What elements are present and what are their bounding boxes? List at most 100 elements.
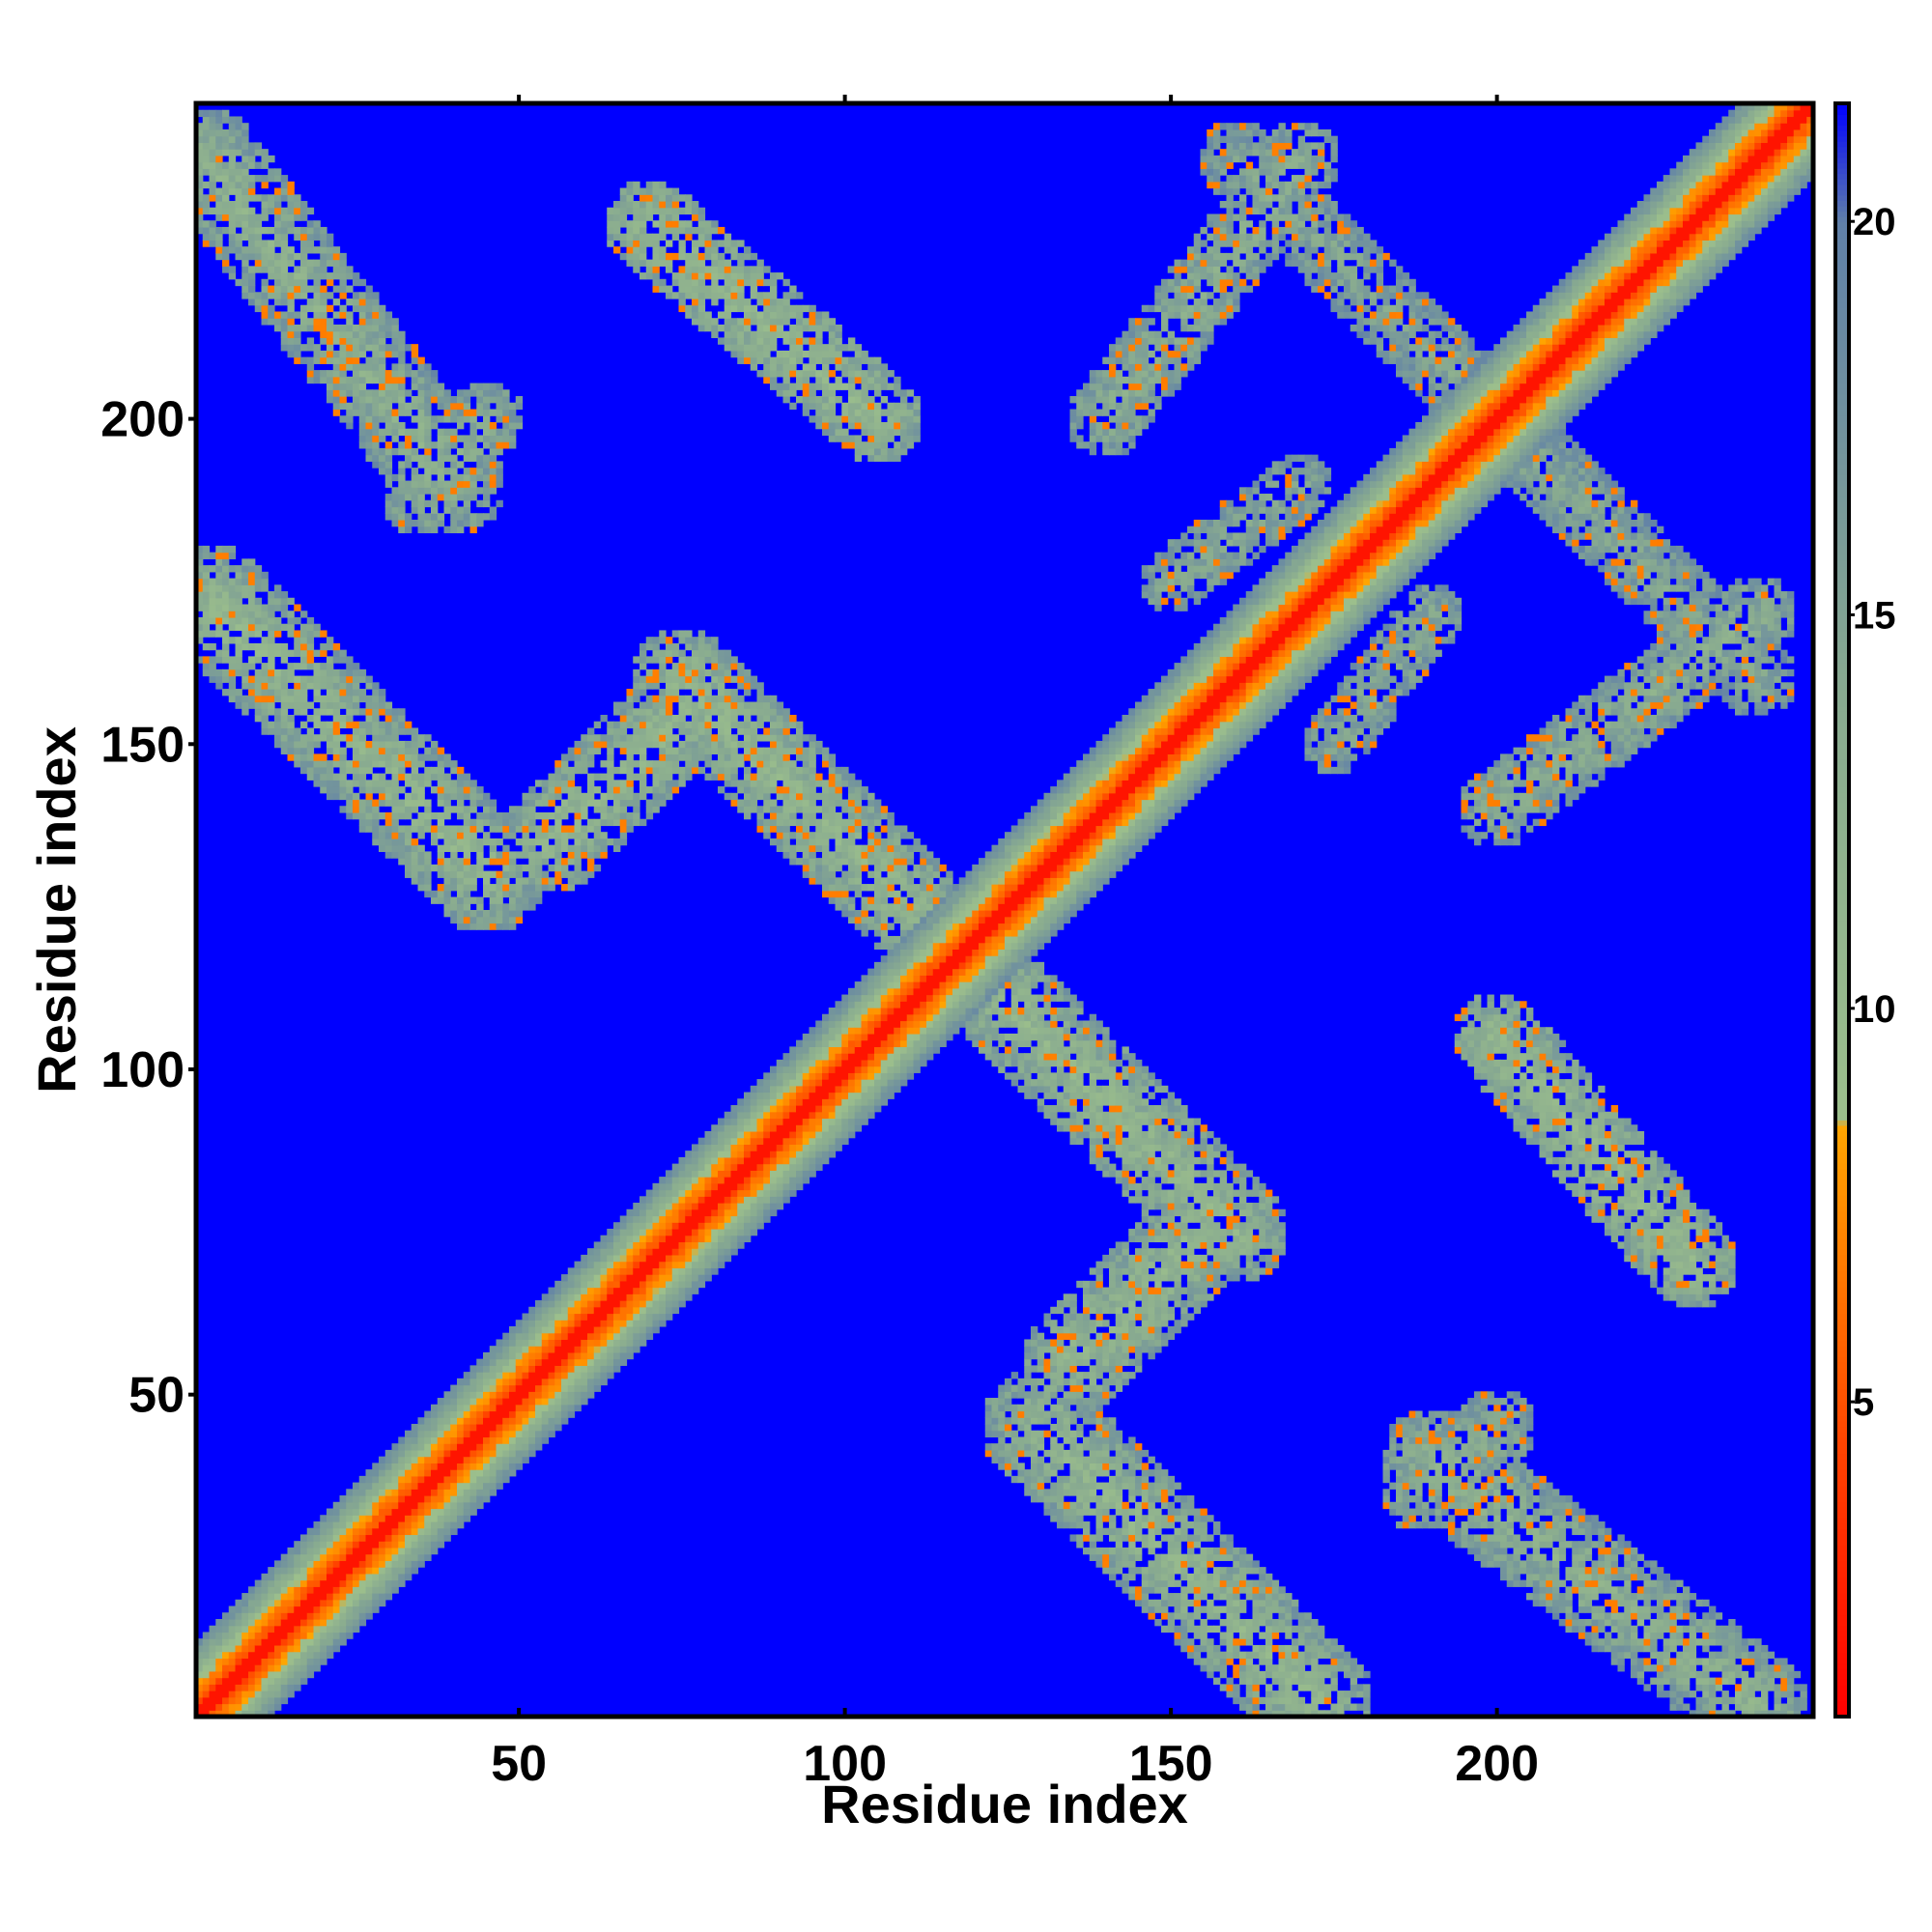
heatmap-cell	[294, 278, 301, 287]
heatmap-cell	[443, 1449, 451, 1458]
heatmap-cell	[287, 259, 295, 267]
heatmap-cell	[405, 838, 412, 846]
heatmap-cell	[744, 721, 752, 729]
heatmap-cell	[431, 415, 439, 423]
heatmap-cell	[469, 1398, 477, 1406]
heatmap-cell	[457, 1508, 465, 1516]
heatmap-cell	[697, 1151, 706, 1158]
heatmap-cell	[496, 447, 503, 456]
heatmap-cell	[261, 155, 269, 163]
heatmap-cell	[489, 1404, 497, 1412]
heatmap-cell	[365, 727, 373, 735]
heatmap-cell	[411, 499, 419, 508]
heatmap-cell	[248, 1651, 256, 1659]
heatmap-cell	[274, 682, 282, 690]
heatmap-cell	[633, 1339, 640, 1347]
heatmap-cell	[496, 1358, 503, 1366]
heatmap-cell	[645, 668, 654, 677]
heatmap-cell	[469, 806, 477, 813]
heatmap-cell	[332, 1612, 341, 1620]
heatmap-cell	[358, 1501, 367, 1510]
heatmap-cell	[476, 499, 484, 508]
heatmap-cell	[607, 780, 614, 787]
heatmap-cell	[489, 910, 497, 918]
heatmap-cell	[372, 773, 380, 781]
heatmap-cell	[659, 1203, 667, 1210]
heatmap-cell	[313, 259, 321, 267]
heatmap-cell	[535, 1300, 543, 1308]
heatmap-cell	[300, 695, 308, 703]
heatmap-cell	[711, 642, 719, 651]
heatmap-cell	[431, 1456, 439, 1463]
heatmap-cell	[763, 1203, 771, 1210]
heatmap-cell	[607, 1274, 614, 1282]
heatmap-cell	[261, 1664, 269, 1672]
heatmap-cell	[593, 1320, 602, 1327]
heatmap-cell	[332, 786, 341, 794]
heatmap-cell	[593, 1241, 602, 1249]
heatmap-cell	[666, 740, 673, 749]
heatmap-cell	[535, 858, 543, 866]
heatmap-cell	[554, 1410, 562, 1418]
heatmap-cell	[398, 838, 406, 846]
heatmap-cell	[639, 1208, 647, 1217]
heatmap-cell	[509, 415, 517, 423]
heatmap-cell	[306, 701, 315, 709]
heatmap-cell	[548, 1320, 555, 1327]
heatmap-cell	[744, 682, 752, 690]
heatmap-cell	[353, 292, 360, 299]
heatmap-cell	[300, 272, 308, 280]
heatmap-cell	[652, 266, 660, 273]
heatmap-cell	[718, 259, 725, 267]
heatmap-cell	[541, 1384, 550, 1392]
heatmap-cell	[619, 1351, 628, 1360]
heatmap-cell	[522, 1372, 529, 1379]
heatmap-cell	[235, 240, 242, 247]
heatmap-cell	[268, 721, 275, 729]
heatmap-cell	[476, 389, 484, 397]
heatmap-cell	[724, 656, 732, 664]
heatmap-cell	[437, 896, 445, 904]
heatmap-cell	[222, 649, 230, 657]
heatmap-cell	[228, 233, 237, 242]
heatmap-cell	[254, 194, 263, 202]
heatmap-cell	[450, 844, 458, 852]
heatmap-cell	[496, 1469, 503, 1477]
heatmap-cell	[202, 220, 211, 228]
heatmap-cell	[737, 786, 745, 794]
heatmap-cell	[268, 1684, 275, 1691]
heatmap-cell	[502, 415, 510, 423]
heatmap-cell	[522, 896, 529, 904]
heatmap-cell	[645, 811, 654, 820]
heatmap-cell	[730, 753, 738, 761]
heatmap-cell	[398, 753, 406, 761]
heatmap-cell	[235, 578, 242, 585]
heatmap-cell	[659, 201, 667, 209]
heatmap-cell	[443, 1463, 451, 1470]
heatmap-cell	[346, 689, 354, 696]
heatmap-cell	[287, 213, 295, 221]
heatmap-cell	[463, 1417, 471, 1425]
heatmap-cell	[443, 402, 451, 411]
heatmap-cell	[750, 753, 758, 761]
heatmap-cell	[431, 461, 439, 469]
heatmap-cell	[659, 1287, 667, 1294]
heatmap-cell	[581, 1254, 588, 1263]
heatmap-cell	[469, 799, 477, 807]
heatmap-cell	[313, 278, 321, 287]
heatmap-cell	[379, 376, 386, 384]
heatmap-cell	[417, 1417, 425, 1425]
heatmap-cell	[287, 675, 295, 683]
heatmap-cell	[320, 1638, 327, 1646]
heatmap-cell	[561, 1351, 569, 1360]
heatmap-cell	[744, 1098, 752, 1106]
heatmap-cell	[372, 344, 380, 352]
heatmap-cell	[697, 1182, 706, 1191]
heatmap-cell	[581, 1325, 588, 1334]
heatmap-cell	[730, 792, 738, 801]
heatmap-cell	[613, 1293, 621, 1301]
heatmap-cell	[254, 708, 263, 716]
heatmap-cell	[652, 1267, 660, 1275]
heatmap-cell	[235, 1684, 242, 1691]
heatmap-cell	[235, 1677, 242, 1685]
